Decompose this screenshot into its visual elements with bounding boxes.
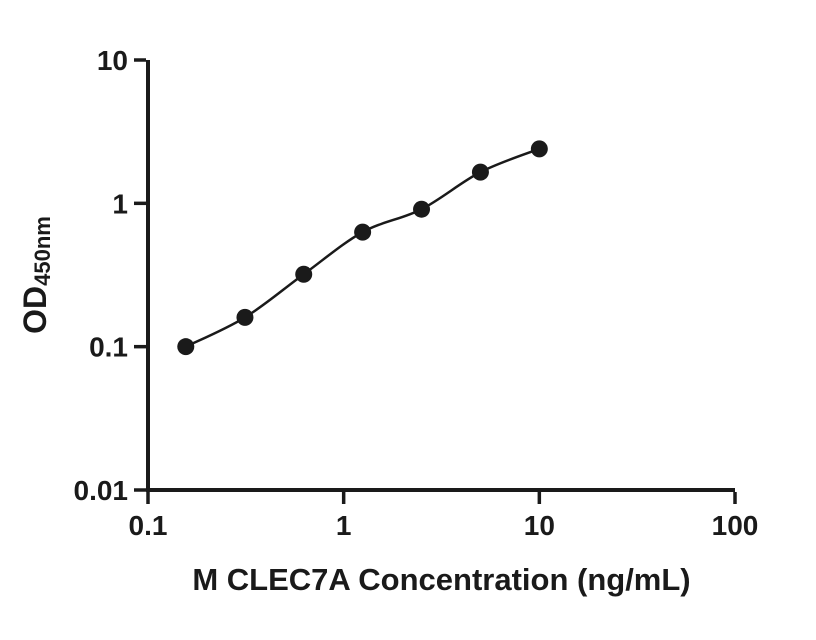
data-point-marker: [295, 265, 313, 283]
y-tick-label: 10: [97, 45, 128, 76]
x-tick-label: 100: [712, 510, 759, 541]
data-point-marker: [236, 308, 254, 326]
y-tick-label: 0.01: [74, 475, 129, 506]
x-tick-label: 10: [524, 510, 555, 541]
data-point-marker: [530, 140, 548, 158]
y-tick-label: 1: [112, 188, 128, 219]
y-tick-label: 0.1: [89, 332, 128, 363]
y-axis-title: OD450nm: [17, 216, 55, 334]
x-tick-label: 1: [336, 510, 352, 541]
data-point-marker: [471, 163, 489, 181]
data-point-marker: [354, 223, 372, 241]
data-point-marker: [413, 200, 431, 218]
x-axis-title: M CLEC7A Concentration (ng/mL): [192, 562, 690, 597]
x-tick-label: 0.1: [129, 510, 168, 541]
data-point-marker: [177, 338, 195, 356]
